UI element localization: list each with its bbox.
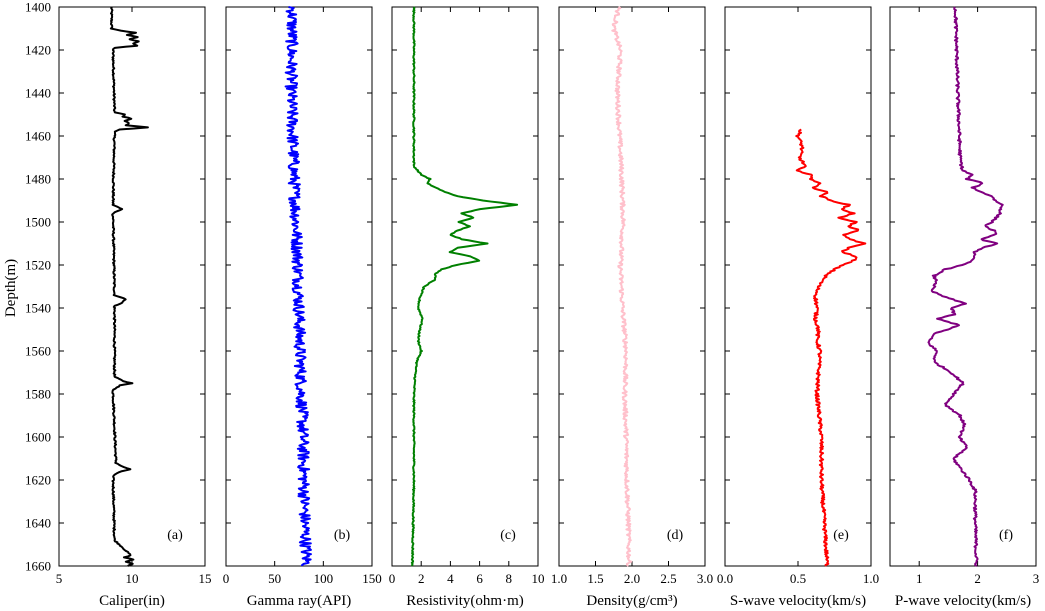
log-panel-5: 0.0 0.5 1.0 S-wave velocity(km/s) (e) <box>717 6 879 609</box>
panel-frame <box>889 6 1037 567</box>
y-tick-label: 1540 <box>25 301 51 316</box>
panel-tag: (a) <box>167 528 183 543</box>
panel-frame <box>391 6 539 567</box>
y-tick-label: 1660 <box>25 559 51 574</box>
y-tick-label: 1640 <box>25 516 51 531</box>
x-tick-label: 0 <box>389 571 396 586</box>
x-tick-label: 0.5 <box>790 571 806 586</box>
panel-tag: (d) <box>667 528 684 543</box>
x-tick-label: 2 <box>418 571 425 586</box>
x-axis-label: Caliper(in) <box>99 593 165 609</box>
x-tick-label: 2.5 <box>660 571 676 586</box>
x-tick-label: 1.0 <box>863 571 879 586</box>
y-tick-label: 1560 <box>25 344 51 359</box>
x-axis-label: S-wave velocity(km/s) <box>730 593 866 609</box>
y-tick-label: 1440 <box>25 86 51 101</box>
x-tick-label: 2.0 <box>624 571 640 586</box>
y-tick-label: 1460 <box>25 129 51 144</box>
x-tick-label: 0 <box>223 571 230 586</box>
x-tick-label: 1 <box>916 571 923 586</box>
y-tick-label: 1420 <box>25 43 51 58</box>
y-tick-label: 1500 <box>25 215 51 230</box>
y-tick-label: 1600 <box>25 430 51 445</box>
log-panel-6: 1 2 3P-wave velocity(km/s) (f) <box>889 6 1040 609</box>
x-tick-label: 2 <box>974 571 981 586</box>
x-tick-label: 100 <box>314 571 334 586</box>
panel-frame <box>225 6 373 567</box>
log-curve <box>109 6 149 567</box>
panel-frame <box>724 6 872 567</box>
x-tick-label: 5 <box>56 571 63 586</box>
x-tick-label: 15 <box>199 571 212 586</box>
x-axis-label: Density(g/cm³) <box>586 593 677 609</box>
x-tick-label: 4 <box>447 571 454 586</box>
x-tick-label: 50 <box>268 571 281 586</box>
y-tick-label: 1520 <box>25 258 51 273</box>
log-curve <box>611 6 633 567</box>
y-axis-label: Depth(m) <box>3 259 19 317</box>
panel-frame <box>558 6 706 567</box>
y-axis-ticks: 1400 1420 1440 1460 1480 1500 1520 1540 1560 1580… <box>25 0 51 574</box>
x-tick-label: 10 <box>532 571 545 586</box>
panel-tag: (b) <box>334 528 351 543</box>
x-tick-label: 3 <box>1033 571 1040 586</box>
panel-tag: (f) <box>999 528 1013 543</box>
log-curve <box>284 6 312 567</box>
log-curve <box>410 6 519 567</box>
y-tick-label: 1620 <box>25 473 51 488</box>
log-panel-4: 1.0 1.5 2.0 2.5 3.0 Density(g/cm³) (d) <box>551 6 713 609</box>
log-curve <box>927 6 1004 567</box>
x-tick-label: 150 <box>362 571 382 586</box>
y-tick-label: 1400 <box>25 0 51 15</box>
log-panel-1: 5 10 15 Caliper(in) (a) <box>56 6 212 609</box>
log-curve <box>795 128 867 567</box>
log-panel-3: 0 2 4 6 8 10 Resistivity(ohm·m) (c) <box>389 6 545 609</box>
panel-tag: (e) <box>833 528 849 543</box>
log-panel-2: 0 50 100 150 Gamma ray(API) (b) <box>223 6 382 609</box>
panel-frame <box>58 6 206 567</box>
y-tick-label: 1480 <box>25 172 51 187</box>
x-axis-label: Gamma ray(API) <box>247 593 352 609</box>
panel-tag: (c) <box>500 528 516 543</box>
y-tick-label: 1580 <box>25 387 51 402</box>
x-tick-label: 8 <box>506 571 513 586</box>
x-tick-label: 1.5 <box>587 571 603 586</box>
x-tick-label: 3.0 <box>697 571 713 586</box>
x-axis-label: Resistivity(ohm·m) <box>406 593 524 609</box>
x-axis-label: P-wave velocity(km/s) <box>895 593 1031 609</box>
x-tick-label: 0.0 <box>717 571 733 586</box>
x-tick-label: 1.0 <box>551 571 567 586</box>
x-tick-label: 6 <box>476 571 483 586</box>
x-tick-label: 10 <box>126 571 139 586</box>
